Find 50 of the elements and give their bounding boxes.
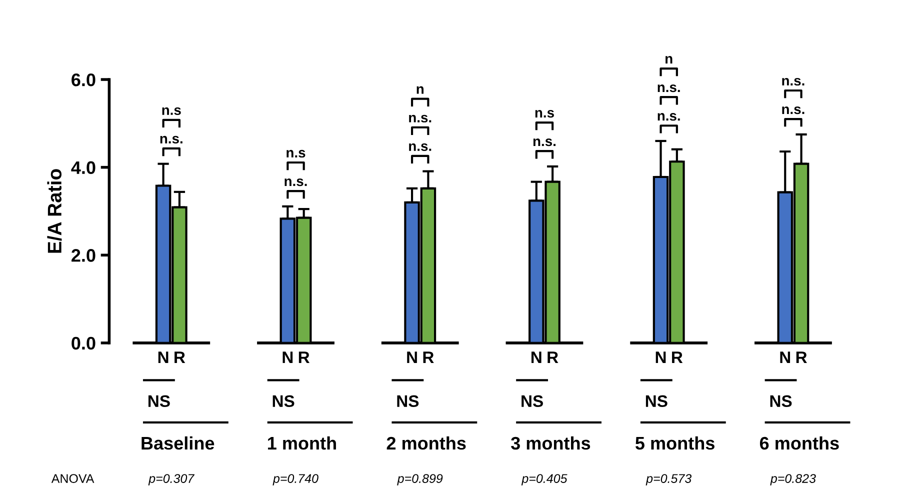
y-tick-label: 0.0	[72, 336, 96, 350]
x-tick-label: 1 month	[268, 436, 336, 450]
text: NS	[148, 395, 170, 408]
annotation: n.s.	[409, 143, 432, 151]
text: NS	[646, 395, 668, 408]
annotation: n	[416, 86, 424, 94]
annotation: n.s.	[658, 113, 680, 121]
text: R	[174, 352, 186, 364]
annotation: n.s.	[782, 78, 804, 86]
annotation: n.s.	[409, 114, 432, 122]
x-tick-label: 6 months	[760, 436, 839, 450]
legend-label: N	[158, 352, 168, 364]
text: p=0.740	[272, 474, 318, 486]
y-axis-title: E/A Ratio	[47, 169, 62, 253]
text: NS	[770, 395, 792, 408]
text: R	[796, 352, 807, 364]
text: N	[656, 352, 666, 364]
annotation: n.s.	[533, 138, 556, 146]
text: R	[548, 352, 558, 364]
text: R	[423, 352, 434, 364]
text: ANOVA	[51, 474, 94, 483]
y-tick-label: 6.0	[72, 73, 96, 86]
text: N	[780, 352, 790, 364]
text: N	[531, 352, 542, 364]
x-tick-label: Baseline	[142, 436, 214, 450]
text: NS	[522, 395, 543, 408]
text: N	[282, 352, 293, 364]
y-tick-label: 2.0	[72, 249, 96, 262]
legend-label: R	[298, 352, 310, 364]
annotation: n.s.	[284, 178, 307, 186]
annotation: n.s	[286, 150, 306, 158]
text: p=0.405	[521, 474, 568, 486]
text: p=0.899	[397, 474, 443, 486]
x-tick-label: 3 months	[510, 436, 590, 450]
annotation: n.s.	[782, 106, 804, 114]
x-tick-label: 5 months	[636, 436, 714, 450]
text: R	[672, 352, 683, 364]
text: p=0.823	[770, 474, 816, 486]
annotation: n.s.	[160, 136, 182, 144]
text: NS	[397, 395, 419, 408]
annotation: n.s	[535, 110, 554, 118]
text: N	[407, 352, 417, 364]
text: p=0.573	[646, 474, 692, 486]
text: n	[666, 56, 672, 64]
y-tick-label: 4.0	[71, 161, 96, 174]
x-tick-label: 2 months	[386, 436, 466, 450]
annotation: n.s	[162, 107, 181, 115]
text: p=0.307	[148, 474, 195, 486]
annotation: n.s.	[658, 84, 680, 92]
text: NS	[272, 395, 294, 408]
